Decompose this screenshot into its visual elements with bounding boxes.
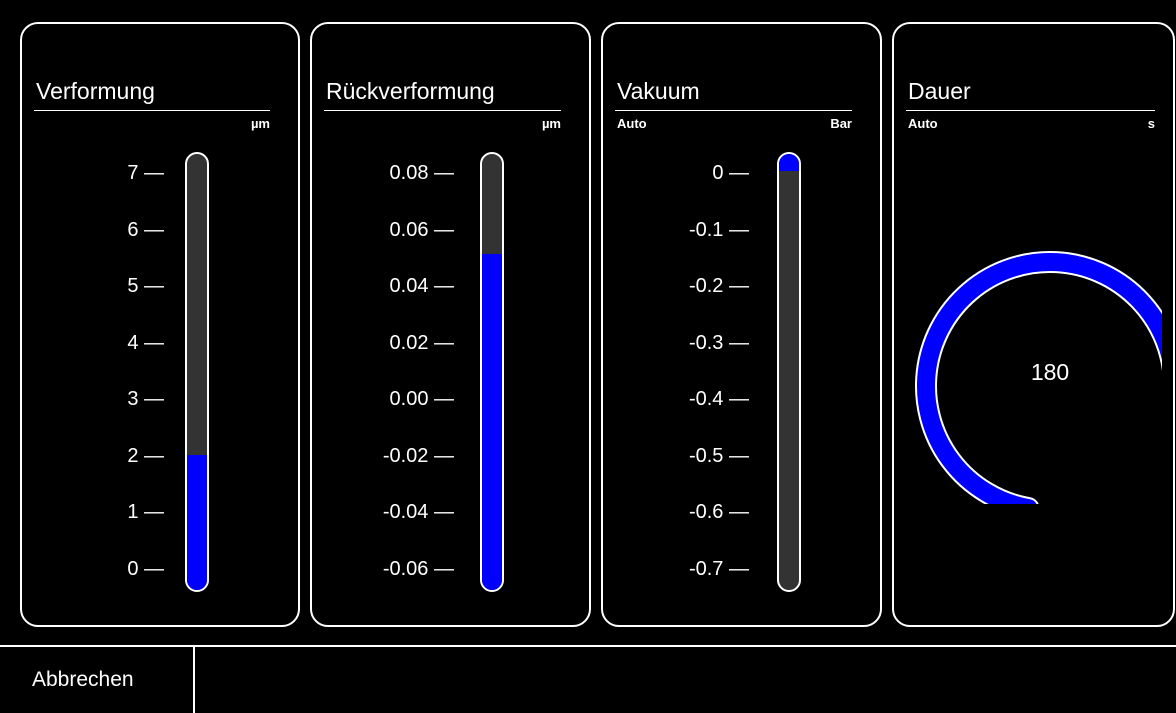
tick-label: 5 — (127, 275, 164, 297)
mode-label: Auto (617, 116, 647, 131)
panel-title: Rückverformung (326, 78, 495, 104)
dial-arc-fill (917, 253, 1162, 504)
level-fill (779, 154, 799, 172)
footer-bar: Abbrechen (0, 645, 1176, 713)
tick-label: 6 — (127, 218, 164, 241)
tick-label: -0.3 — (688, 331, 749, 354)
dauer-panel: Dauer Auto s 180 (892, 22, 1175, 627)
level-fill (482, 254, 502, 590)
tick-label: -0.02 — (382, 444, 454, 467)
tick-label: 0.02 — (389, 331, 454, 354)
tick-label: 0.00 — (389, 388, 454, 410)
tick-label: -0.2 — (688, 275, 749, 297)
title-divider (324, 110, 561, 111)
level-tube (185, 152, 209, 592)
panel-title: Verformung (36, 78, 155, 104)
unit-label: µm (250, 116, 270, 131)
tick-label: -0.04 — (382, 501, 454, 523)
tick-label: 0 — (127, 557, 164, 580)
tick-label: -0.5 — (688, 444, 749, 467)
tick-label: 2 — (127, 444, 164, 467)
title-divider (615, 110, 852, 111)
dial-value: 180 (1031, 359, 1069, 385)
tick-label: 0.04 — (389, 275, 454, 297)
panel-title: Dauer (908, 78, 971, 104)
unit-label: Bar (830, 116, 852, 131)
cancel-button[interactable]: Abbrechen (0, 647, 195, 713)
unit-label: µm (541, 116, 561, 131)
tick-label: 0.08 — (389, 162, 454, 184)
title-divider (906, 110, 1155, 111)
tick-label: -0.6 — (688, 501, 749, 523)
mode-label: Auto (908, 116, 938, 131)
tick-label: 3 — (127, 388, 164, 410)
tick-label: -0.1 — (688, 218, 749, 241)
tick-label: 0.06 — (389, 218, 454, 241)
vakuum-panel: Vakuum Auto Bar 0 — -0.1 — -0.2 — -0.3 — -0.… (601, 22, 882, 627)
tick-label: 1 — (127, 501, 164, 523)
level-tube (480, 152, 504, 592)
tick-label: -0.06 — (382, 557, 454, 580)
level-fill (187, 454, 207, 590)
title-divider (34, 110, 270, 111)
level-tube (777, 152, 801, 592)
tick-label: 4 — (127, 331, 164, 354)
tick-label: 7 — (127, 162, 164, 184)
tick-label: -0.4 — (688, 388, 749, 410)
tick-label: 0 — (712, 162, 749, 184)
panel-title: Vakuum (617, 78, 700, 104)
unit-label: s (1147, 116, 1155, 131)
rueckverformung-panel: Rückverformung µm 0.08 — 0.06 — 0.04 — 0.02… (310, 22, 591, 627)
tick-label: -0.7 — (688, 557, 749, 580)
verformung-panel: Verformung µm 7 — 6 — 5 — 4 — 3 — 2 — 1 — 0 — (20, 22, 300, 627)
duration-dial: 180 (915, 251, 1162, 504)
